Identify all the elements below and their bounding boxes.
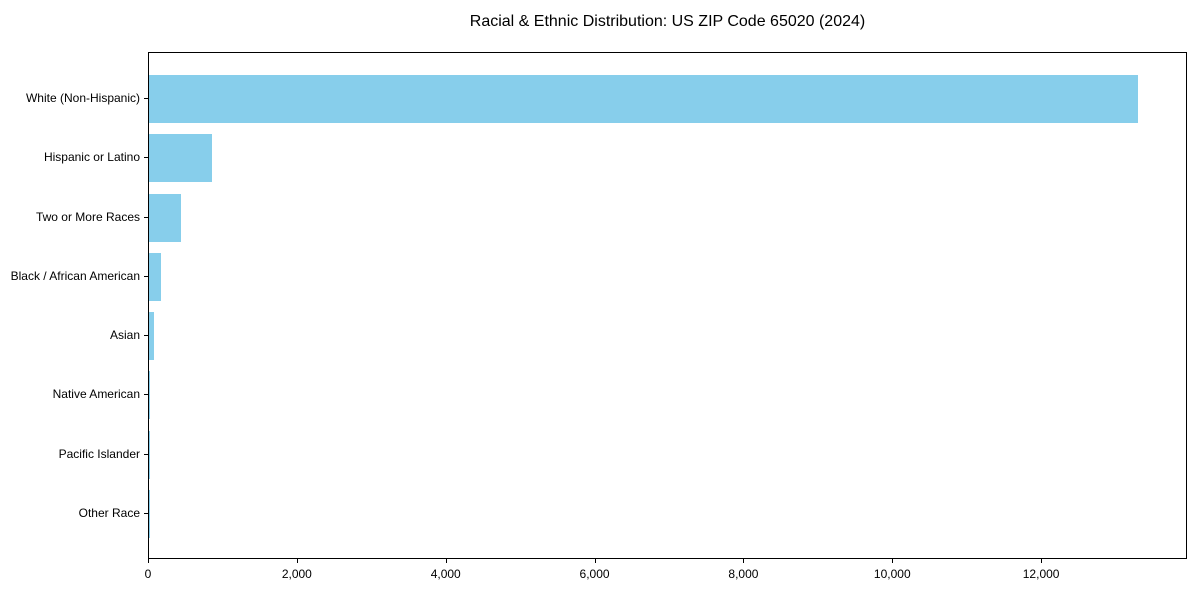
y-tick-label: Hispanic or Latino (43, 150, 140, 165)
x-tick-label: 6,000 (579, 567, 610, 581)
y-tick-label: Two or More Races (35, 209, 140, 224)
x-tick-mark (594, 559, 596, 563)
y-tick-label: Asian (109, 328, 140, 343)
y-tick-label: Black / African American (10, 268, 140, 283)
y-tick-mark (144, 335, 148, 337)
y-tick-mark (144, 216, 148, 218)
y-tick-mark (144, 453, 148, 455)
y-tick-label: Other Race (78, 506, 140, 520)
bar (149, 312, 155, 361)
x-tick-mark (1041, 559, 1043, 563)
y-tick-mark (144, 394, 148, 396)
x-tick-label: 4,000 (430, 567, 461, 581)
y-tick-mark (144, 157, 148, 159)
bar (149, 134, 213, 183)
x-tick-label: 0 (144, 567, 152, 581)
bar (149, 252, 161, 301)
y-tick-label: White (Non-Hispanic) (25, 91, 140, 105)
x-tick-mark (296, 559, 298, 563)
bar (149, 371, 150, 420)
y-tick-mark (144, 275, 148, 277)
y-tick-label: Pacific Islander (58, 446, 140, 461)
bar (149, 193, 182, 242)
bar (149, 75, 1139, 123)
x-tick-label: 2,000 (281, 567, 312, 581)
x-tick-mark (892, 559, 894, 563)
x-tick-mark (743, 559, 745, 563)
x-tick-label: 8,000 (728, 567, 759, 581)
x-tick-label: 10,000 (873, 567, 911, 581)
y-tick-mark (144, 98, 148, 99)
x-tick-mark (148, 559, 149, 563)
plot-area (148, 52, 1187, 559)
y-tick-mark (144, 513, 148, 514)
chart-title: Racial & Ethnic Distribution: US ZIP Cod… (469, 13, 866, 30)
y-tick-label: Native American (52, 387, 140, 402)
x-tick-mark (445, 559, 447, 563)
x-tick-label: 12,000 (1022, 567, 1060, 581)
